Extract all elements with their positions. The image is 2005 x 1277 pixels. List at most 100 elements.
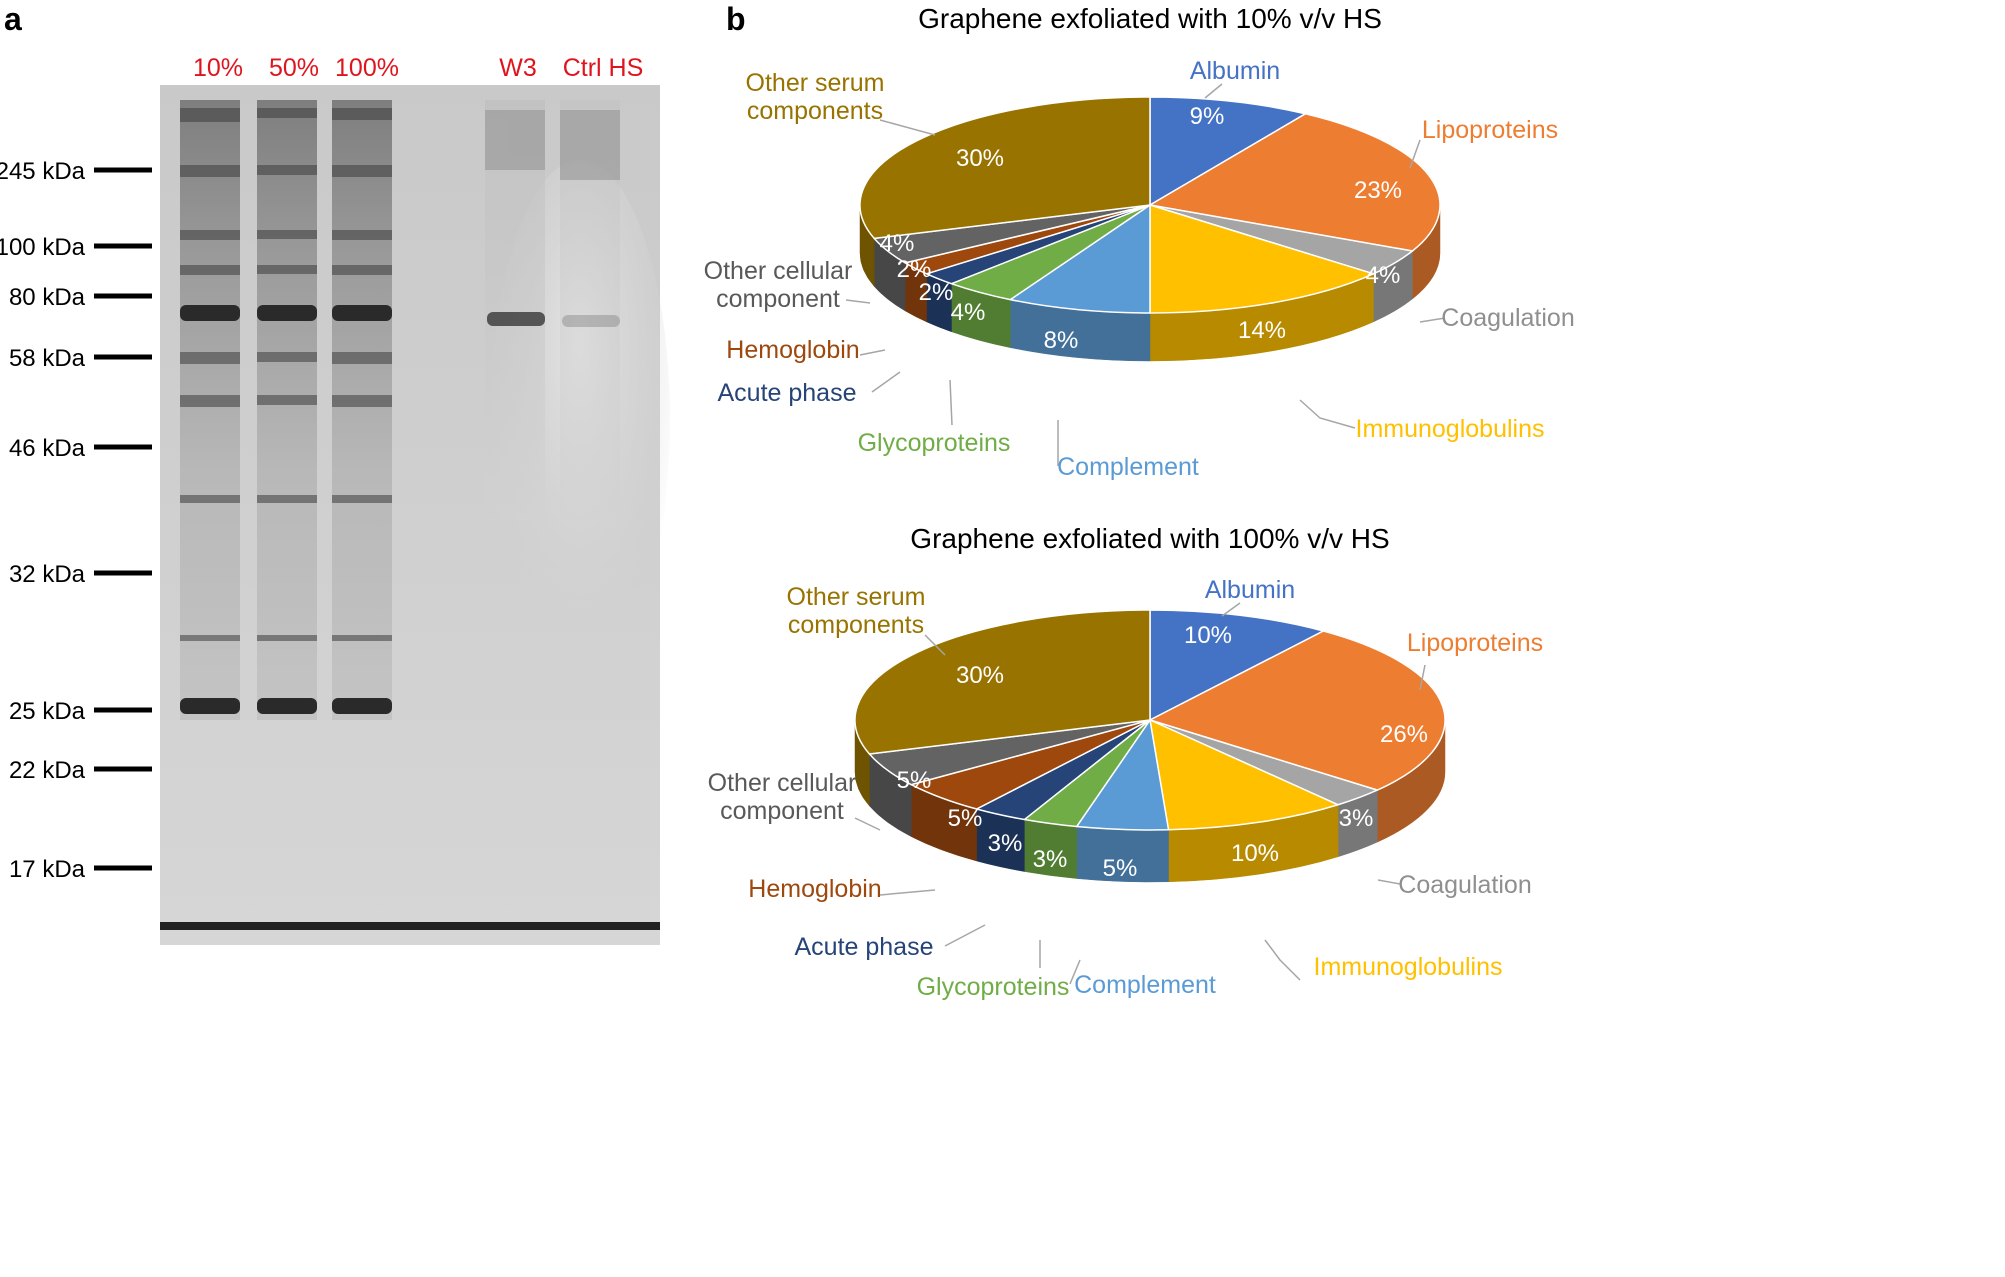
panel-a: a 10% 50% 100% W3 Ctrl HS 245 kDa 100 kDa 80 k…	[0, 1, 670, 945]
panel-a-letter: a	[4, 1, 22, 37]
pie-pct-acute-phase: 3%	[988, 830, 1023, 857]
marker-tick-25-kda	[94, 707, 152, 713]
callout-complement: Complement	[1074, 971, 1216, 999]
marker-label-245-kda: 245 kDa	[0, 158, 86, 185]
pie-pct-immunoglobulins: 10%	[1231, 840, 1279, 867]
marker-label-46-kda: 46 kDa	[9, 435, 86, 462]
pie-pct-lipoproteins: 26%	[1380, 721, 1428, 748]
callout-hemoglobin: Hemoglobin	[748, 875, 881, 903]
lane-labels: 10% 50% 100% W3 Ctrl HS	[193, 54, 643, 82]
marker-label-32-kda: 32 kDa	[9, 561, 86, 588]
leader-line-other-serum-components	[924, 634, 946, 656]
lane-label-100: 100%	[335, 54, 399, 82]
pie-chart-10pct: Graphene exfoliated with 10% v/v HS 9% 23%…	[704, 3, 1575, 481]
pie-pct-coagulation: 3%	[1339, 805, 1374, 832]
pie-slice-albumin	[1149, 609, 1325, 721]
marker-tick-46-kda	[94, 444, 152, 450]
leader-line-albumin	[1204, 83, 1223, 99]
callout-acute-phase: Acute phase	[718, 379, 857, 407]
callout-acute-phase: Acute phase	[795, 933, 934, 961]
pie-pct-coagulation: 4%	[1366, 262, 1401, 289]
leader-line-other-cellular-component	[854, 817, 881, 831]
pie-slice-other-serum-components	[859, 96, 1151, 240]
pie-pct-acute-phase: 2%	[919, 279, 954, 306]
marker-label-100-kda: 100 kDa	[0, 234, 86, 261]
leader-line-acute-phase	[871, 371, 901, 393]
marker-label-25-kda: 25 kDa	[9, 698, 86, 725]
leader-line-lipoproteins	[1419, 664, 1426, 691]
pie-slice-immunoglobulins	[1149, 719, 1339, 831]
callout-lipoproteins: Lipoproteins	[1407, 629, 1543, 657]
callout-albumin: Albumin	[1190, 57, 1280, 85]
pie-pct-lipoproteins: 23%	[1354, 177, 1402, 204]
callout-other-serum-components: Other serum components	[746, 69, 885, 125]
panel-b-letter: b	[726, 1, 746, 37]
pie-pct-immunoglobulins: 14%	[1238, 317, 1286, 344]
callout-coagulation: Coagulation	[1441, 304, 1574, 332]
pie-chart-100pct: Graphene exfoliated with 100% v/v HS 10% 2…	[708, 523, 1543, 1001]
callout-complement: Complement	[1057, 453, 1199, 481]
leader-line-other-serum-components	[879, 119, 936, 136]
pie-slice-lipoproteins	[1149, 630, 1446, 791]
leader-line-immunoglobulins	[1299, 399, 1356, 429]
callout-hemoglobin: Hemoglobin	[726, 336, 859, 364]
marker-label-22-kda: 22 kDa	[9, 757, 86, 784]
leader-line-lipoproteins	[1409, 139, 1421, 169]
marker-tick-245-kda	[94, 167, 152, 173]
callout-glycoproteins: Glycoproteins	[917, 973, 1070, 1001]
marker-tick-22-kda	[94, 766, 152, 772]
marker-label-58-kda: 58 kDa	[9, 345, 86, 372]
pie-slice-complement	[1009, 204, 1151, 314]
pie-slice-immunoglobulins	[1149, 204, 1375, 314]
callout-other-cellular-component: Other cellular component	[704, 257, 853, 313]
leader-line-hemoglobin	[879, 889, 936, 896]
pie-pct-albumin: 10%	[1184, 622, 1232, 649]
pie-side-walls	[854, 719, 1446, 883]
pie-title: Graphene exfoliated with 10% v/v HS	[918, 3, 1382, 34]
pie-pct-hemoglobin: 2%	[897, 256, 932, 283]
gel-image	[160, 85, 670, 945]
lane-label-w3: W3	[499, 54, 537, 82]
molecular-weight-markers: 245 kDa 100 kDa 80 kDa 58 kDa 46 kDa 32 kDa 25…	[0, 158, 152, 883]
pie-pct-complement: 5%	[1103, 855, 1138, 882]
callout-other-serum-components: Other serum components	[787, 583, 926, 639]
lane-label-10: 10%	[193, 54, 243, 82]
marker-label-80-kda: 80 kDa	[9, 284, 86, 311]
lane-label-50: 50%	[269, 54, 319, 82]
leader-line-other-cellular-component	[845, 299, 871, 304]
pie-pct-hemoglobin: 5%	[948, 805, 983, 832]
leader-line-coagulation	[1419, 317, 1446, 323]
pie-slice-other-serum-components	[854, 609, 1151, 755]
panel-b: b Graphene exfoliated with 10% v/v HS 9% 2…	[704, 1, 1575, 1001]
callout-albumin: Albumin	[1205, 576, 1295, 604]
marker-label-17-kda: 17 kDa	[9, 856, 86, 883]
pie-slice-albumin	[1149, 96, 1307, 206]
callout-coagulation: Coagulation	[1398, 871, 1531, 899]
leader-line-acute-phase	[944, 924, 986, 947]
callout-glycoproteins: Glycoproteins	[858, 429, 1011, 457]
leader-line-coagulation	[1377, 879, 1401, 885]
marker-tick-17-kda	[94, 865, 152, 871]
pie-pct-glycoproteins: 3%	[1033, 846, 1068, 873]
pie-pct-other-serum-components: 30%	[956, 662, 1004, 689]
callout-immunoglobulins: Immunoglobulins	[1356, 415, 1545, 443]
marker-tick-100-kda	[94, 243, 152, 249]
pie-pct-albumin: 9%	[1190, 103, 1225, 130]
callout-other-cellular-component: Other cellular component	[708, 769, 857, 825]
pie-pct-other-cellular-component: 4%	[880, 230, 915, 257]
leader-line-glycoproteins	[949, 379, 953, 426]
marker-tick-80-kda	[94, 293, 152, 299]
leader-line-immunoglobulins	[1264, 939, 1301, 981]
marker-tick-58-kda	[94, 354, 152, 360]
lane-label-ctrl-hs: Ctrl HS	[563, 54, 644, 82]
pie-title: Graphene exfoliated with 100% v/v HS	[910, 523, 1389, 554]
leader-line-hemoglobin	[859, 349, 886, 356]
callout-lipoproteins: Lipoproteins	[1422, 116, 1558, 144]
pie-pct-other-serum-components: 30%	[956, 145, 1004, 172]
marker-tick-32-kda	[94, 570, 152, 576]
pie-pct-glycoproteins: 4%	[951, 299, 986, 326]
pie-pct-complement: 8%	[1044, 327, 1079, 354]
pie-slice-lipoproteins	[1149, 113, 1441, 252]
pie-pct-other-cellular-component: 5%	[897, 767, 932, 794]
callout-immunoglobulins: Immunoglobulins	[1314, 953, 1503, 981]
